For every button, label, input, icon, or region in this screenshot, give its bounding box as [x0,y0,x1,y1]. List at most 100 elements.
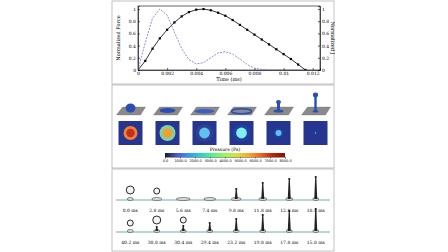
tick: 1 [318,7,325,12]
jet-tip [235,218,237,220]
jet [155,228,158,231]
axis-line [139,7,141,71]
jet-tip [209,222,211,224]
tick-mark [167,68,168,70]
tick-label: 0.004 [190,71,203,76]
panel-frame [112,169,334,251]
tick-mark [138,58,140,59]
droplet [180,217,186,223]
marker [166,29,168,31]
tick: 0.002 [161,68,174,76]
tick-label: 0.008 [249,71,262,76]
tick-mark [318,46,320,47]
tick: 3000.0 [204,157,216,163]
axis: 00.20.40.60.81 [318,7,329,73]
tick-mark [138,21,140,22]
tick-label: 8000.0 [279,159,291,163]
jet-tip [235,188,237,190]
tick: 0.004 [190,68,203,76]
jet [314,178,317,199]
photo-panel: 0.0 ms2.8 ms5.6 ms7.4 ms9.8 ms11.8 ms12.… [116,176,330,245]
jet [314,210,317,231]
droplet [160,108,176,113]
marker [268,43,270,45]
tick-label: 7000.0 [264,159,276,163]
marker [217,12,219,14]
tick: 0.01 [279,68,289,76]
figure: 00.0020.0040.0060.0080.010.01200.20.40.6… [0,0,448,252]
top-view [267,121,291,145]
y-axis-title: Normalized Force [115,15,121,60]
marker [188,11,190,13]
colorbar [165,153,285,157]
tick-label: 0.01 [279,71,289,76]
tick-label: 6000.0 [249,159,261,163]
top-view [193,121,217,145]
jet-tip [262,214,264,216]
tick: 1 [133,7,140,12]
time-label: 40.2 ms [121,240,140,245]
tick: 0 [318,68,325,73]
jet-tip [288,210,290,212]
marker [261,38,263,40]
tick-label: 0.8 [322,19,329,24]
top-view [230,121,254,145]
tick: 0.4 [318,44,329,49]
axis: 00.20.40.60.81 [129,7,140,73]
pressure-disk [160,125,176,141]
substrate [116,232,330,233]
ground-plane [191,107,220,115]
tick-mark [196,68,197,70]
jet-tip [315,208,317,210]
tick: 0.6 [318,31,329,36]
marker [181,15,183,17]
time-label: 0.0 ms [123,208,139,213]
pressure-core [315,132,316,133]
colorbar-title: Pressure (Pa) [210,147,241,152]
marker [232,19,234,21]
spread-drop [152,198,162,201]
tick-mark [313,68,314,70]
jet [261,216,264,231]
jet-tip [276,100,281,104]
series-line [138,9,305,70]
tick: 0.8 [129,19,140,24]
jet [261,184,264,199]
top-view [304,121,328,145]
panel-frame [112,1,334,84]
tick: 0.0 [163,157,169,163]
tick: 0.6 [129,31,140,36]
pressure-core [126,129,134,137]
tick-mark [138,46,140,47]
marker [239,24,241,26]
tick-label: 1 [133,7,136,12]
droplet [195,109,215,113]
droplet [126,104,136,113]
marker [202,8,204,10]
droplet [126,186,134,194]
pressure-disk [233,124,251,142]
marker [275,48,277,50]
droplet [232,109,252,114]
tick-label: 0 [137,71,140,76]
tick: 8000.0 [279,157,291,163]
tick-label: 0.002 [161,71,174,76]
droplet [154,188,160,194]
droplet [313,110,319,112]
render-panel: Pressure (Pa)0.01000.02000.03000.04000.0… [117,93,331,163]
tick-label: 0.6 [322,31,329,36]
spread-drop [176,198,190,201]
jet [314,96,316,111]
tick: 0.006 [219,68,232,76]
tick-label: 0.4 [129,44,136,49]
time-label: 30.4 ms [174,240,193,245]
tick: 0.4 [129,44,140,49]
marker [246,29,248,31]
tick-mark [318,58,320,59]
panel-frame [112,85,334,168]
droplet [153,216,161,224]
tick-mark [318,33,320,34]
tick-label: 0 [322,68,325,73]
tick-label: 0.012 [307,71,320,76]
tick: 1000.0 [174,157,186,163]
